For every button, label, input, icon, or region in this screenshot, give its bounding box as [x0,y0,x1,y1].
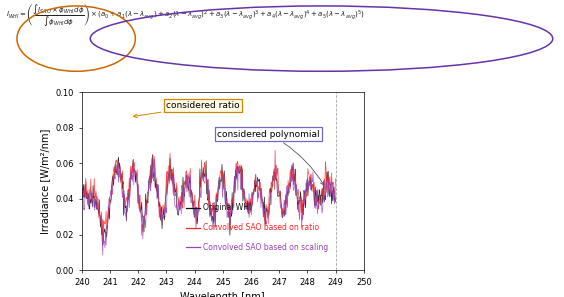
Text: considered ratio: considered ratio [134,101,240,118]
Text: Convolved SAO based on scaling: Convolved SAO based on scaling [203,243,328,252]
Text: Convolved SAO based on ratio: Convolved SAO based on ratio [203,223,319,232]
X-axis label: Wavelength [nm]: Wavelength [nm] [180,293,265,297]
Text: considered polynomial: considered polynomial [217,129,324,185]
Text: $I_{WHI}=\left(\dfrac{\int I_{SAO}\times\phi_{WHI}d\phi}{\int\phi_{WHI}d\phi}\ri: $I_{WHI}=\left(\dfrac{\int I_{SAO}\times… [6,3,364,29]
Y-axis label: Irradiance [W/m²/nm]: Irradiance [W/m²/nm] [40,129,50,234]
Text: Original WHI: Original WHI [203,203,252,212]
